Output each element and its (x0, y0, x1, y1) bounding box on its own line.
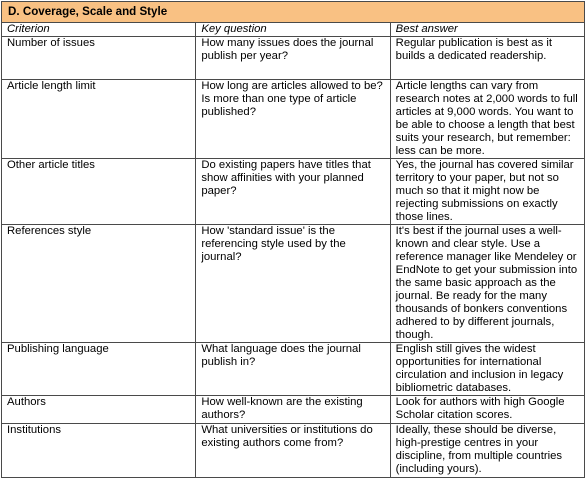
table-title-row: D. Coverage, Scale and Style (1, 1, 585, 23)
criterion-cell: Article length limit (0, 79, 197, 159)
table-title: D. Coverage, Scale and Style (1, 1, 585, 23)
table-row: Number of issues How many issues does th… (0, 36, 586, 80)
criterion-cell: Institutions (0, 423, 197, 478)
answer-cell: Ideally, these should be diverse, high-p… (389, 423, 586, 478)
criterion-cell: Publishing language (0, 342, 197, 396)
header-best-answer: Best answer (389, 22, 586, 37)
header-criterion: Criterion (0, 22, 197, 37)
question-cell: What universities or institutions do exi… (195, 423, 391, 478)
question-cell: How many issues does the journal publish… (195, 36, 391, 80)
table-row: Institutions What universities or instit… (0, 423, 586, 478)
table-row: Other article titles Do existing papers … (0, 158, 586, 225)
answer-cell: It's best if the journal uses a well-kno… (389, 224, 586, 343)
header-key-question: Key question (195, 22, 391, 37)
criterion-cell: References style (0, 224, 197, 343)
question-cell: Do existing papers have titles that show… (195, 158, 391, 225)
table-row: Authors How well-known are the existing … (0, 395, 586, 424)
table-header-row: Criterion Key question Best answer (0, 22, 586, 37)
answer-cell: Yes, the journal has covered similar ter… (389, 158, 586, 225)
table-row: Publishing language What language does t… (0, 342, 586, 396)
question-cell: How well-known are the existing authors? (195, 395, 391, 424)
criterion-cell: Number of issues (0, 36, 197, 80)
answer-cell: Article lengths can vary from research n… (389, 79, 586, 159)
criterion-cell: Other article titles (0, 158, 197, 225)
question-cell: How 'standard issue' is the referencing … (195, 224, 391, 343)
question-cell: How long are articles allowed to be? Is … (195, 79, 391, 159)
criterion-cell: Authors (0, 395, 197, 424)
table-row: References style How 'standard issue' is… (0, 224, 586, 343)
answer-cell: Look for authors with high Google Schola… (389, 395, 586, 424)
question-cell: What language does the journal publish i… (195, 342, 391, 396)
table-row: Article length limit How long are articl… (0, 79, 586, 159)
answer-cell: English still gives the widest opportuni… (389, 342, 586, 396)
answer-cell: Regular publication is best as it builds… (389, 36, 586, 80)
